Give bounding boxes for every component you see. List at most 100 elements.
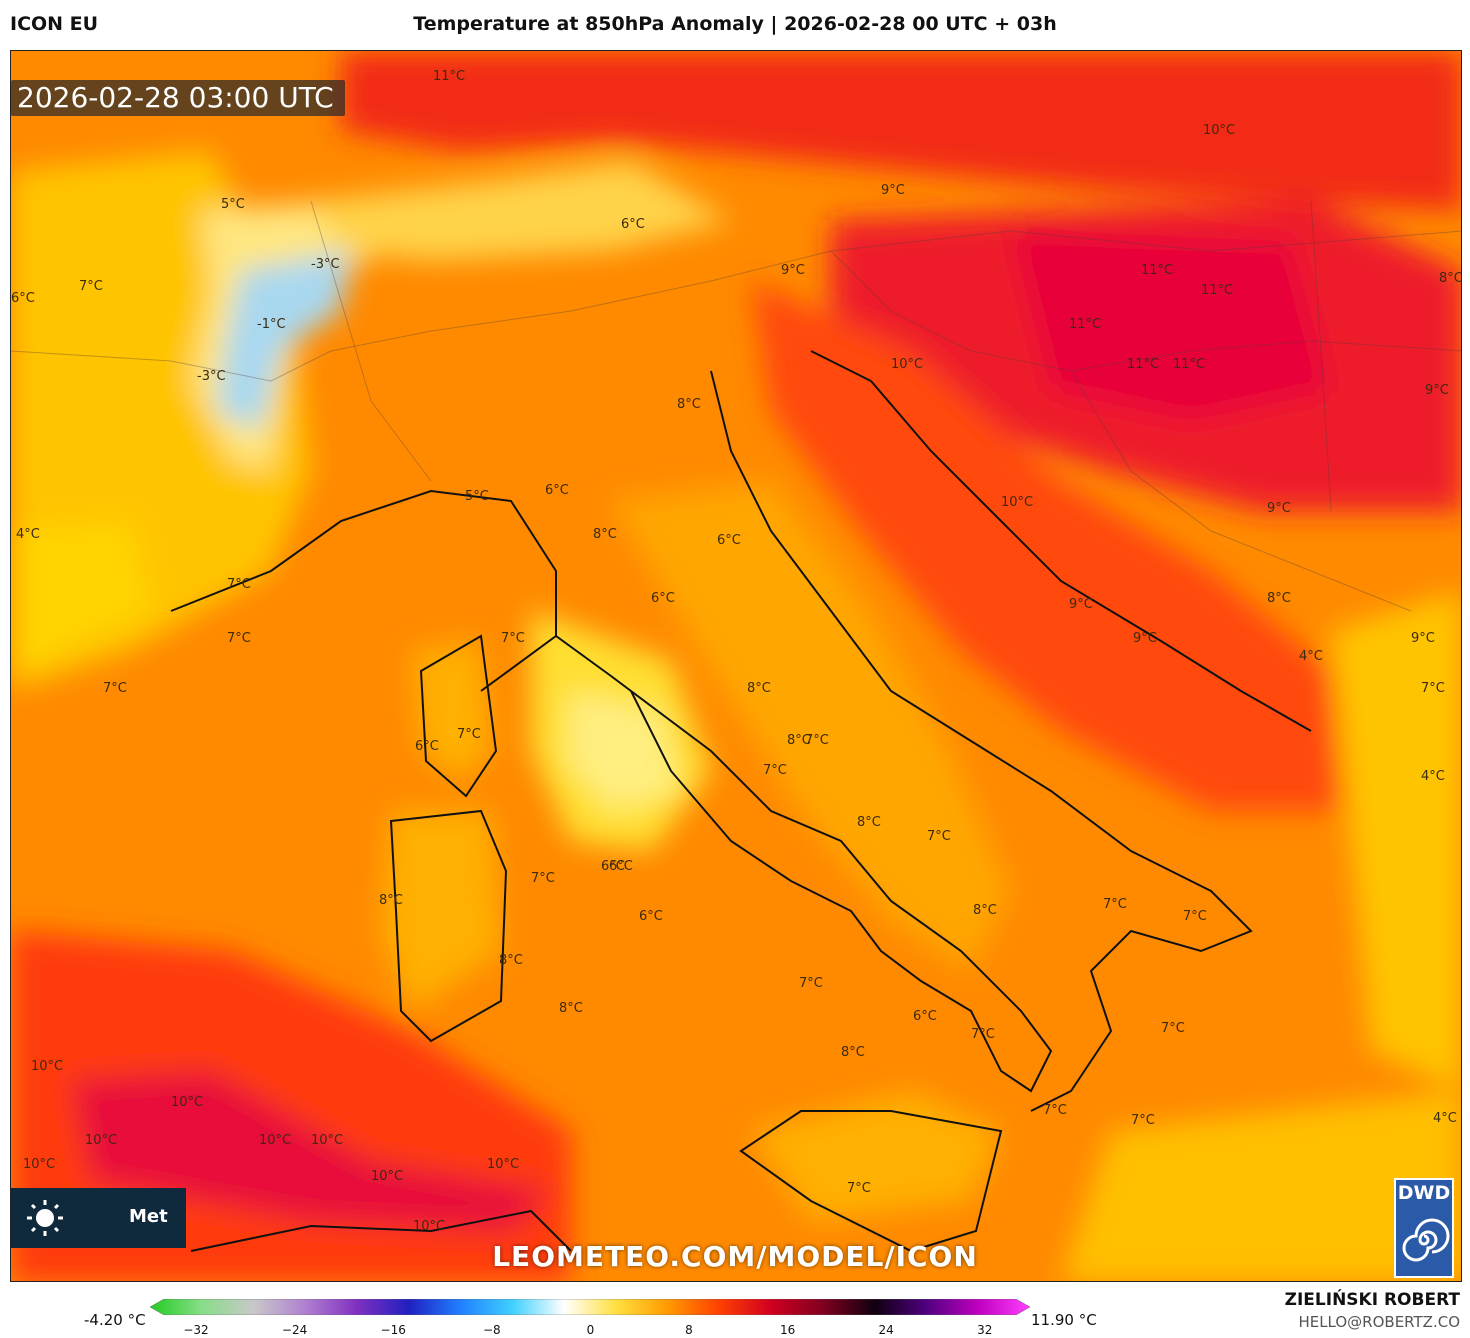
temperature-label: 7°C bbox=[531, 871, 555, 886]
temperature-label: 6°C bbox=[545, 483, 569, 498]
colorbar-tick: −32 bbox=[183, 1323, 209, 1337]
temperature-label: 5°C bbox=[465, 489, 489, 504]
colorbar-tick: 16 bbox=[779, 1323, 796, 1337]
temperature-label: -3°C bbox=[197, 369, 226, 384]
temperature-label: 8°C bbox=[973, 903, 997, 918]
temperature-label: 10°C bbox=[413, 1219, 446, 1234]
temperature-label: 4°C bbox=[1421, 769, 1445, 784]
temperature-label: 8°C bbox=[787, 733, 811, 748]
temperature-label: 5°C bbox=[221, 197, 245, 212]
colorbar-tick: 0 bbox=[586, 1323, 595, 1337]
temperature-label: -3°C bbox=[311, 257, 340, 272]
temperature-label: 7°C bbox=[1161, 1021, 1185, 1036]
promo-banner[interactable]: Met bbox=[11, 1188, 186, 1248]
temperature-label: 9°C bbox=[1425, 383, 1449, 398]
temperature-label: 4°C bbox=[1433, 1111, 1457, 1126]
temperature-label: 8°C bbox=[747, 681, 771, 696]
temperature-label: 11°C bbox=[1069, 317, 1102, 332]
temperature-label: 7°C bbox=[457, 727, 481, 742]
temperature-label: 9°C bbox=[781, 263, 805, 278]
temperature-label: 7°C bbox=[799, 976, 823, 991]
temperature-label: 8°C bbox=[857, 815, 881, 830]
temperature-label: 11°C bbox=[433, 69, 466, 84]
colorbar-tick: −8 bbox=[482, 1323, 501, 1337]
temperature-label: 6°C bbox=[11, 291, 35, 306]
temperature-label: 8°C bbox=[593, 527, 617, 542]
author-credit: ZIELIŃSKI ROBERT bbox=[1284, 1290, 1460, 1310]
temperature-label: 11°C bbox=[1173, 357, 1206, 372]
temperature-label: 6°C bbox=[621, 217, 645, 232]
temperature-label: 10°C bbox=[891, 357, 924, 372]
colorbar-max-label: 11.90 °C bbox=[1031, 1311, 1097, 1329]
temperature-label: 7°C bbox=[227, 631, 251, 646]
temperature-label: 4°C bbox=[16, 527, 40, 542]
promo-label: Met bbox=[129, 1206, 168, 1227]
author-email[interactable]: HELLO@ROBERTZ.CO bbox=[1298, 1313, 1460, 1331]
temperature-label: 6°C bbox=[639, 909, 663, 924]
temperature-label: 8°C bbox=[677, 397, 701, 412]
temperature-label: 7°C bbox=[1421, 681, 1445, 696]
model-name: ICON EU bbox=[10, 13, 99, 35]
temperature-label: 10°C bbox=[487, 1157, 520, 1172]
temperature-anomaly-map: 11°C 10°C 9°C 5°C -3°C 6°C 7°C 6°C -1°C 9°C 11°C 11… bbox=[10, 50, 1462, 1282]
temperature-label: 8°C bbox=[559, 1001, 583, 1016]
dwd-logo: DWD bbox=[1394, 1178, 1454, 1278]
temperature-label: 7°C bbox=[847, 1181, 871, 1196]
temperature-label: 6°C bbox=[717, 533, 741, 548]
temperature-label: 8°C bbox=[379, 893, 403, 908]
temperature-label: 9°C bbox=[1411, 631, 1435, 646]
temperature-label: 8°C bbox=[499, 953, 523, 968]
watermark-url: LEOMETEO.COM/MODEL/ICON bbox=[492, 1240, 978, 1273]
temperature-label: 9°C bbox=[881, 183, 905, 198]
temperature-label: 7°C bbox=[1131, 1113, 1155, 1128]
valid-time-badge: 2026-02-28 03:00 UTC bbox=[11, 80, 345, 116]
temperature-label: 11°C bbox=[1141, 263, 1174, 278]
temperature-label: 7°C bbox=[805, 733, 829, 748]
temperature-label: 7°C bbox=[1043, 1103, 1067, 1118]
temperature-label: 8°C bbox=[1439, 271, 1462, 286]
temperature-label: 7°C bbox=[79, 279, 103, 294]
temperature-label: 11°C bbox=[1127, 357, 1160, 372]
colorbar-tick: −16 bbox=[380, 1323, 406, 1337]
temperature-label: 7°C bbox=[103, 681, 127, 696]
temperature-label: 9°C bbox=[1133, 631, 1157, 646]
temperature-label: 6°C bbox=[651, 591, 675, 606]
temperature-label: 10°C bbox=[1001, 495, 1034, 510]
temperature-label: 7°C bbox=[227, 577, 251, 592]
temperature-label: -1°C bbox=[257, 317, 286, 332]
temperature-label: 8°C bbox=[841, 1045, 865, 1060]
colorbar-tick: 8 bbox=[685, 1323, 693, 1337]
temperature-label: 10°C bbox=[259, 1133, 292, 1148]
temperature-label: 10°C bbox=[371, 1169, 404, 1184]
temperature-label: 10°C bbox=[23, 1157, 56, 1172]
temperature-label: 7°C bbox=[971, 1027, 995, 1042]
colorbar-tick: 24 bbox=[878, 1323, 894, 1337]
temperature-label: 9°C bbox=[1069, 597, 1093, 612]
temperature-label: 4°C bbox=[1299, 649, 1323, 664]
temperature-label: 8°C bbox=[1267, 591, 1291, 606]
map-field bbox=[11, 51, 1461, 1281]
colorbar-tick: 32 bbox=[977, 1323, 993, 1337]
spiral-icon bbox=[1402, 1218, 1450, 1262]
temperature-label: 9°C bbox=[1267, 501, 1291, 516]
temperature-label: 10°C bbox=[311, 1133, 344, 1148]
temperature-label: 6°C bbox=[415, 739, 439, 754]
temperature-label: 7°C bbox=[1103, 897, 1127, 912]
colorbar bbox=[150, 1299, 1030, 1315]
map-title: Temperature at 850hPa Anomaly | 2026-02-… bbox=[413, 13, 1057, 35]
temperature-label: 10°C bbox=[31, 1059, 64, 1074]
temperature-label: 7°C bbox=[1183, 909, 1207, 924]
temperature-label: 10°C bbox=[1203, 123, 1236, 138]
sun-icon bbox=[27, 1200, 63, 1236]
temperature-label: 10°C bbox=[85, 1133, 118, 1148]
temperature-label: 10°C bbox=[171, 1095, 204, 1110]
temperature-label: 6°C bbox=[913, 1009, 937, 1024]
colorbar-min-label: -4.20 °C bbox=[84, 1311, 146, 1329]
temperature-label: 7°C bbox=[927, 829, 951, 844]
dwd-logo-text: DWD bbox=[1397, 1182, 1451, 1204]
temperature-label: 7°C bbox=[501, 631, 525, 646]
temperature-label: 7°C bbox=[763, 763, 787, 778]
temperature-label: 6°C bbox=[601, 859, 625, 874]
temperature-label: 6°C bbox=[609, 859, 633, 874]
temperature-label: 11°C bbox=[1201, 283, 1234, 298]
